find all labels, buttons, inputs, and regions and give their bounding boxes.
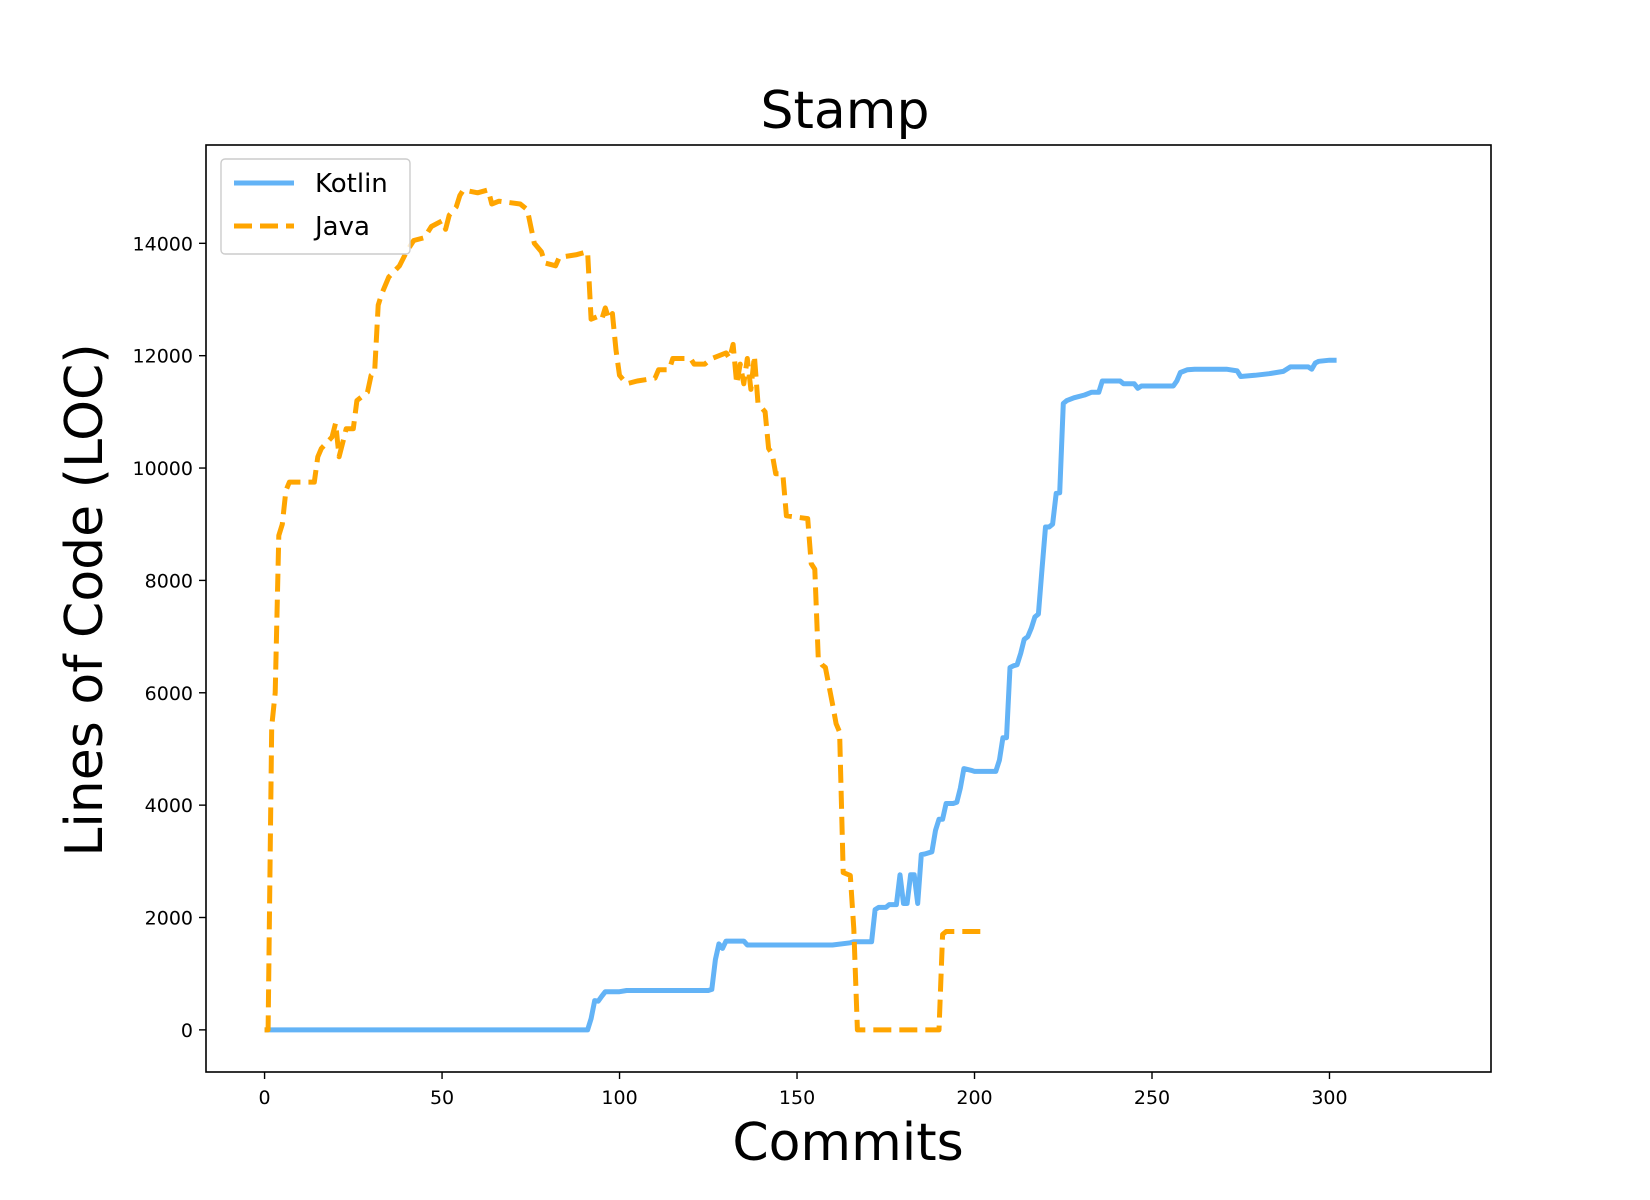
series-layer xyxy=(264,187,1337,1033)
legend: Kotlin Java xyxy=(220,158,411,255)
series-line-kotlin xyxy=(264,357,1337,1033)
x-tick-label: 250 xyxy=(1134,1087,1170,1109)
x-axis-title: Commits xyxy=(732,1113,963,1173)
y-axis: 0 2000 4000 6000 8000 10000 12000 14000 xyxy=(133,233,206,1042)
series-line-java xyxy=(264,187,982,1033)
y-axis-title: Lines of Code (LOC) xyxy=(55,343,115,856)
y-tick-label: 6000 xyxy=(145,683,193,705)
y-tick-label: 14000 xyxy=(133,233,193,255)
y-tick-label: 4000 xyxy=(145,795,193,817)
y-tick-label: 2000 xyxy=(145,908,193,930)
x-tick-label: 200 xyxy=(956,1087,992,1109)
legend-label-java: Java xyxy=(313,212,370,242)
y-tick-label: 10000 xyxy=(133,458,193,480)
x-tick-label: 150 xyxy=(779,1087,815,1109)
plot-area-frame xyxy=(205,144,1492,1073)
x-tick-label: 50 xyxy=(430,1087,454,1109)
legend-label-kotlin: Kotlin xyxy=(315,169,388,199)
y-tick-label: 8000 xyxy=(145,570,193,592)
x-tick-label: 300 xyxy=(1311,1087,1347,1109)
y-tick-label: 12000 xyxy=(133,346,193,368)
x-tick-label: 100 xyxy=(601,1087,637,1109)
x-tick-label: 0 xyxy=(259,1087,271,1109)
y-tick-label: 0 xyxy=(181,1020,193,1042)
x-axis: 0 50 100 150 200 250 300 xyxy=(259,1072,1348,1109)
chart-title: Stamp xyxy=(761,81,930,141)
